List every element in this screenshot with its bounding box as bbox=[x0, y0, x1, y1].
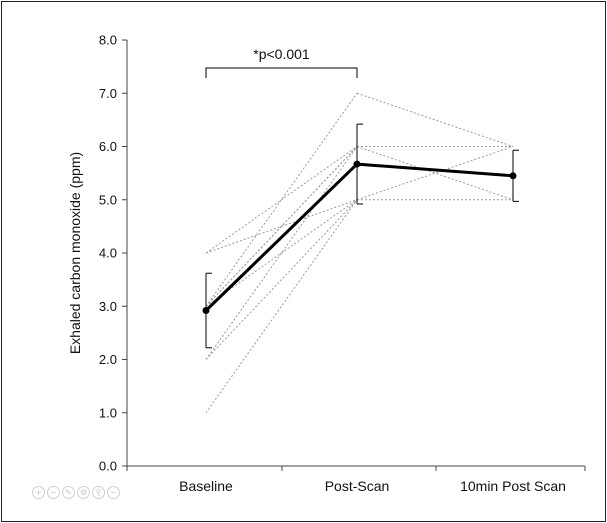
individual-series-line bbox=[205, 92, 358, 307]
individual-series-line bbox=[205, 199, 358, 307]
mean-data-point bbox=[202, 307, 210, 315]
individual-series-line bbox=[205, 146, 358, 254]
y-tick-label: 7.0 bbox=[99, 86, 117, 101]
y-tick-label: 4.0 bbox=[99, 246, 117, 261]
zoom-out-icon[interactable]: − bbox=[47, 486, 60, 499]
individual-series-line bbox=[205, 146, 358, 360]
settings-icon[interactable]: ⚙ bbox=[77, 486, 90, 499]
significance-label: *p<0.001 bbox=[253, 46, 310, 62]
x-tick-label: Baseline bbox=[179, 478, 233, 494]
x-tick-label: 10min Post Scan bbox=[460, 478, 566, 494]
edit-icon[interactable]: ✎ bbox=[62, 486, 75, 499]
y-tick-label: 8.0 bbox=[99, 33, 117, 48]
individual-series-line bbox=[205, 199, 358, 254]
individual-series-line bbox=[205, 199, 358, 414]
mean-series-line bbox=[204, 162, 514, 312]
individual-series-line bbox=[356, 92, 514, 147]
y-tick-label: 1.0 bbox=[99, 405, 117, 420]
mean-data-point bbox=[509, 172, 517, 180]
minus-icon[interactable]: − bbox=[107, 486, 120, 499]
y-tick-label: 3.0 bbox=[99, 299, 117, 314]
mean-data-point bbox=[353, 160, 361, 168]
individual-series-line bbox=[356, 146, 514, 201]
significance-bracket bbox=[205, 67, 358, 78]
zoom-in-icon[interactable]: + bbox=[32, 486, 45, 499]
individual-series-line bbox=[205, 199, 358, 360]
search-icon[interactable]: ⚲ bbox=[92, 486, 105, 499]
y-axis-title: Exhaled carbon monoxide (ppm) bbox=[67, 152, 83, 354]
viewer-toolbar: + − ✎ ⚙ ⚲ − bbox=[32, 486, 120, 499]
x-tick-label: Post-Scan bbox=[325, 478, 390, 494]
y-tick-label: 5.0 bbox=[99, 192, 117, 207]
individual-series-line bbox=[356, 146, 514, 201]
y-tick-label: 6.0 bbox=[99, 139, 117, 154]
y-tick-label: 0.0 bbox=[99, 459, 117, 474]
y-tick-label: 2.0 bbox=[99, 352, 117, 367]
